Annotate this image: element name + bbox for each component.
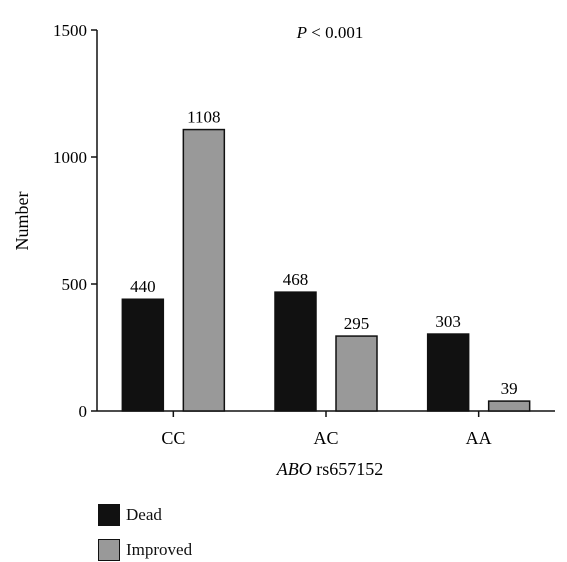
- x-axis: CC AC AA: [97, 410, 555, 448]
- bar-dead-cc: [121, 298, 165, 412]
- data-label: 440: [130, 277, 156, 296]
- data-label: 303: [435, 312, 461, 331]
- y-axis-label: Number: [12, 192, 32, 251]
- bars-group: 440 1108 468 295 303 39: [121, 108, 531, 412]
- bar-improved-aa: [487, 400, 531, 412]
- data-label: 295: [344, 314, 370, 333]
- x-axis-label-rest: rs657152: [312, 459, 384, 479]
- x-tick-label: AA: [466, 428, 492, 448]
- legend-item-improved: Improved: [98, 539, 192, 561]
- y-tick-label: 500: [62, 275, 88, 294]
- bar-improved-ac: [335, 335, 378, 412]
- p-value-annotation: P < 0.001: [296, 23, 364, 42]
- legend-swatch-improved: [98, 539, 120, 561]
- x-axis-label: ABO rs657152: [276, 459, 384, 479]
- data-label: 1108: [187, 108, 220, 127]
- bar-improved-cc: [182, 128, 226, 412]
- legend-item-dead: Dead: [98, 504, 162, 526]
- p-value-text: < 0.001: [307, 23, 363, 42]
- data-label: 468: [283, 270, 309, 289]
- legend-label-improved: Improved: [126, 540, 193, 559]
- x-axis-label-italic: ABO: [276, 459, 312, 479]
- x-tick-label: CC: [161, 428, 185, 448]
- bar-chart: P < 0.001 Number 0 500 1000 1500 CC AC AA 440…: [12, 21, 555, 479]
- y-tick-label: 1000: [53, 148, 87, 167]
- bar-dead-aa: [426, 333, 470, 412]
- bar-dead-ac: [274, 291, 317, 412]
- y-tick-label: 1500: [53, 21, 87, 40]
- y-axis: 0 500 1000 1500: [53, 21, 98, 421]
- y-tick-label: 0: [79, 402, 88, 421]
- data-label: 39: [501, 379, 518, 398]
- p-value-prefix: P: [296, 23, 307, 42]
- x-tick-label: AC: [313, 428, 338, 448]
- legend-label-dead: Dead: [126, 505, 162, 524]
- legend-swatch-dead: [98, 504, 120, 526]
